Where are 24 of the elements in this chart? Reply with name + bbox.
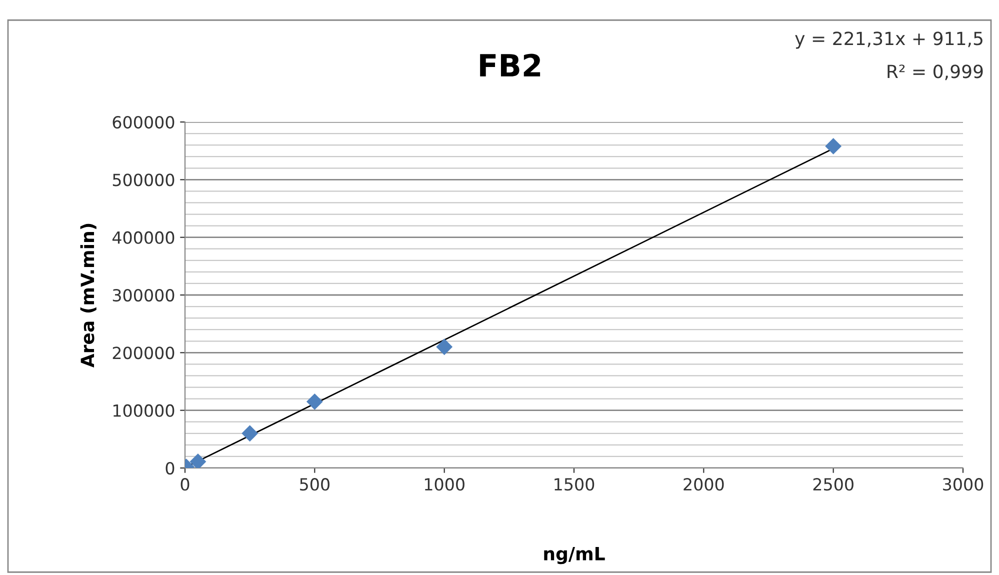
x-tick-label: 1500 — [554, 478, 594, 491]
y-tick-label: 600000 — [112, 116, 174, 129]
y-tick-label: 500000 — [112, 174, 174, 186]
x-tick-label: 500 — [300, 478, 330, 491]
x-tick-label: 3000 — [943, 478, 984, 491]
chart-title: FB2 — [480, 54, 540, 76]
x-axis-title: ng/mL — [544, 547, 605, 564]
x-tick-label: 2500 — [813, 478, 854, 491]
point — [436, 338, 453, 356]
y-axis-title: Area (mV.min) — [80, 224, 96, 368]
point — [242, 425, 258, 442]
y-tick-label: 100000 — [113, 404, 174, 417]
text: y = 221,31x + 911,5 — [795, 32, 982, 49]
y-tick-label: 300000 — [112, 288, 174, 302]
point — [825, 138, 842, 154]
y-tick-label: 0 — [166, 462, 174, 475]
y-tick-label: 400000 — [112, 231, 174, 244]
point — [306, 393, 323, 410]
point — [190, 453, 206, 468]
x-tick-label: 2000 — [684, 478, 724, 491]
text: R² = 0,999 — [888, 64, 983, 80]
x-tick-label: 1000 — [424, 478, 464, 491]
y-tick-label: 200000 — [112, 346, 174, 360]
x-tick-label: 0 — [180, 478, 190, 491]
